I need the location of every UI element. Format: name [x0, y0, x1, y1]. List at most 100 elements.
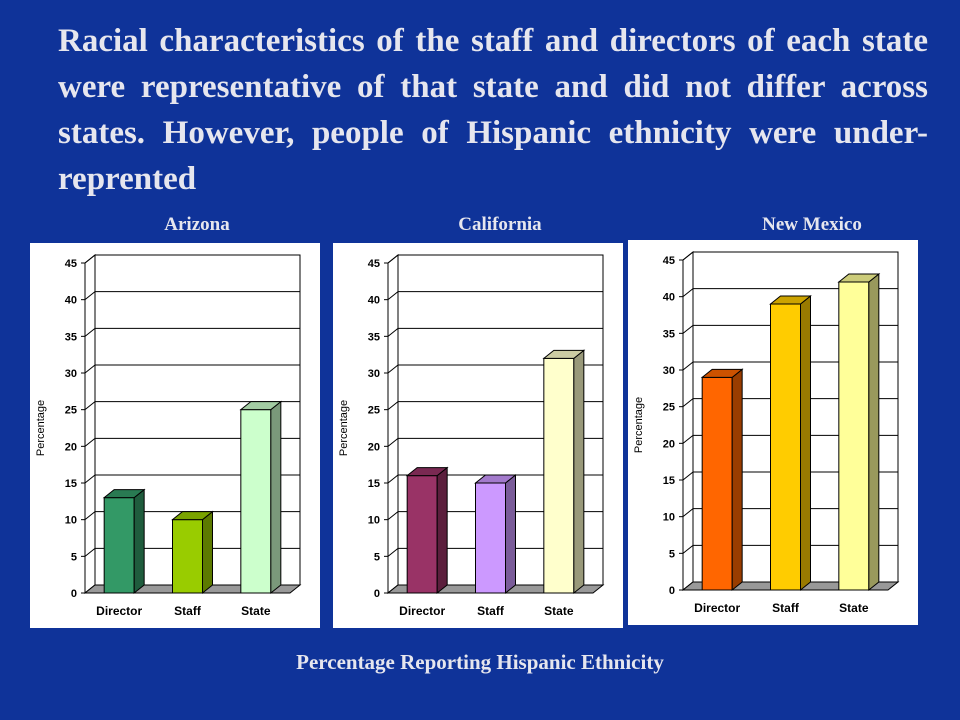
bar-staff [475, 482, 506, 594]
y-tick-label: 15 [663, 475, 675, 487]
y-tick-label: 35 [368, 331, 380, 343]
bar-side [731, 368, 743, 592]
bar-side [800, 294, 811, 592]
gridline-side [84, 364, 96, 374]
bar-top [769, 295, 812, 305]
x-tick-label: State [544, 604, 574, 618]
chart-panel-arizona: 0 5 10 15 20 25 30 35 40 45 Percentage Director Staf… [30, 243, 320, 628]
y-tick-label: 25 [65, 405, 77, 417]
bar-side [436, 466, 448, 595]
gridline-side [387, 437, 399, 447]
gridline-side [682, 361, 694, 371]
y-tick-label: 40 [65, 295, 77, 307]
x-tick-label: Staff [477, 604, 505, 618]
y-tick-label: 45 [65, 258, 77, 270]
gridline-side [682, 434, 694, 444]
gridline-side [682, 508, 694, 518]
bar-director [406, 475, 438, 594]
bar-side [573, 349, 585, 595]
footer-title: Percentage Reporting Hispanic Ethnicity [296, 650, 664, 674]
gridline-side [387, 401, 399, 411]
x-tick-label: Staff [174, 604, 202, 618]
bar-chart-new-mexico: 0 5 10 15 20 25 30 35 40 45 Percentage Director Staf… [633, 250, 900, 615]
y-axis-label: Percentage [338, 400, 350, 456]
gridline-side [682, 324, 694, 334]
chart-title-arizona: Arizona [164, 214, 230, 235]
gridline-side [84, 401, 96, 411]
gridline-side [682, 251, 694, 261]
plot-side-wall [84, 253, 96, 595]
y-tick-label: 20 [368, 441, 380, 453]
bar-state [240, 409, 272, 594]
gridline-side [84, 437, 96, 447]
y-tick-label: 20 [663, 438, 675, 450]
y-tick-label: 5 [71, 551, 77, 563]
bar-side [202, 510, 213, 595]
y-tick-label: 20 [65, 441, 77, 453]
bar-top [474, 474, 517, 484]
plot-side-wall [387, 253, 399, 595]
y-tick-label: 40 [368, 295, 380, 307]
y-tick-label: 15 [368, 478, 380, 490]
y-tick-label: 10 [368, 515, 380, 527]
bar-chart-arizona: 0 5 10 15 20 25 30 35 40 45 Percentage Director Staf… [35, 253, 302, 618]
y-tick-label: 5 [374, 551, 380, 563]
gridline-side [387, 547, 399, 557]
chart-panel-new-mexico: 0 5 10 15 20 25 30 35 40 45 Percentage Director Staf… [628, 240, 918, 625]
bar-side [270, 400, 282, 595]
gridline-side [682, 398, 694, 408]
bar-top [171, 511, 214, 521]
headline: Racial characteristics of the staff and … [58, 23, 928, 197]
bar-side [133, 488, 145, 595]
x-tick-label: State [241, 604, 271, 618]
x-tick-label: Director [96, 604, 142, 618]
y-tick-label: 35 [663, 328, 675, 340]
gridline-side [84, 254, 96, 264]
y-axis-label: Percentage [633, 397, 645, 453]
gridline-side [387, 327, 399, 337]
gridline-side [387, 254, 399, 264]
bar-staff [172, 519, 203, 594]
bar-staff [770, 303, 801, 591]
y-axis-label: Percentage [35, 400, 47, 456]
x-tick-label: State [839, 601, 869, 615]
y-tick-label: 0 [71, 588, 77, 600]
y-tick-label: 35 [65, 331, 77, 343]
y-tick-label: 10 [663, 512, 675, 524]
bar-director [103, 497, 135, 594]
y-tick-label: 15 [65, 478, 77, 490]
gridline-side [84, 291, 96, 301]
bar-state [543, 357, 575, 594]
y-tick-label: 30 [65, 368, 77, 380]
y-tick-label: 25 [368, 405, 380, 417]
bar-top [700, 368, 744, 378]
gridline-side [84, 327, 96, 337]
bar-side [505, 473, 516, 595]
chart-panel-california: 0 5 10 15 20 25 30 35 40 45 Percentage Director Staf… [333, 243, 623, 628]
x-tick-label: Director [399, 604, 445, 618]
y-tick-label: 10 [65, 515, 77, 527]
bar-top [837, 273, 881, 283]
gridline-side [387, 474, 399, 484]
plot-side-wall [682, 250, 694, 592]
chart-title-new-mexico: New Mexico [762, 214, 862, 235]
gridline-side [682, 471, 694, 481]
gridline-side [387, 291, 399, 301]
gridline-side [387, 364, 399, 374]
bar-top [405, 467, 449, 477]
bar-top [102, 489, 146, 499]
gridline-side [682, 288, 694, 298]
gridline-side [84, 547, 96, 557]
y-tick-label: 30 [663, 365, 675, 377]
y-tick-label: 25 [663, 402, 675, 414]
bar-director [701, 376, 733, 591]
bar-top [542, 349, 586, 359]
y-tick-label: 0 [669, 585, 675, 597]
y-tick-label: 45 [663, 255, 675, 267]
gridline-side [84, 474, 96, 484]
y-tick-label: 40 [663, 292, 675, 304]
gridline-side [84, 511, 96, 521]
chart-title-california: California [458, 214, 542, 235]
bar-top [239, 401, 283, 411]
y-tick-label: 30 [368, 368, 380, 380]
